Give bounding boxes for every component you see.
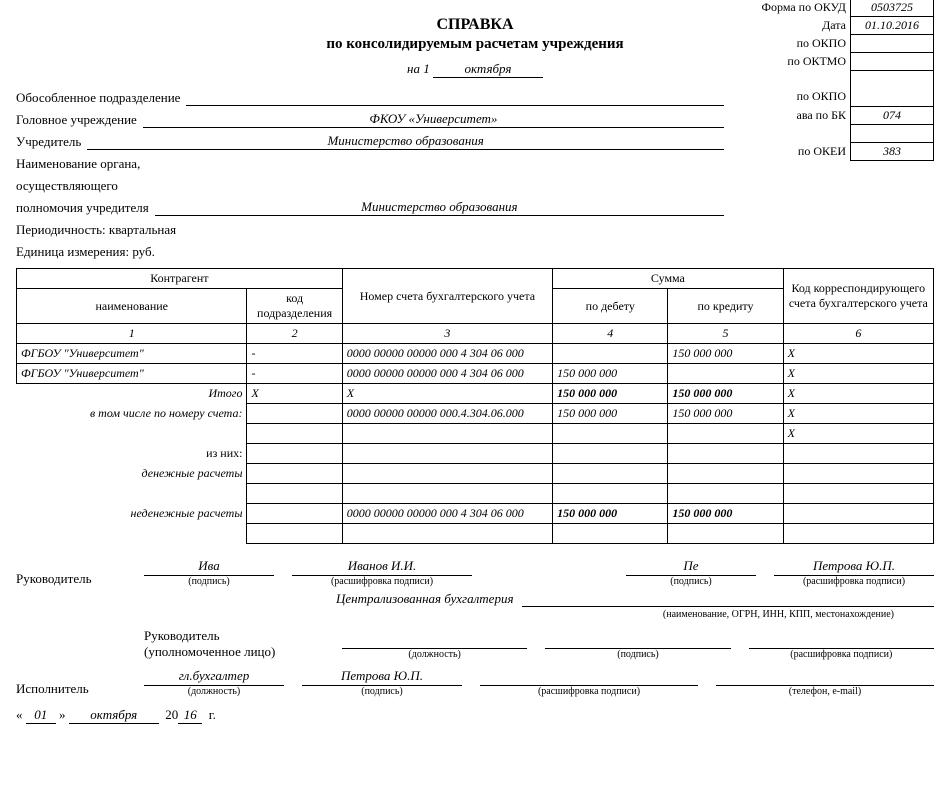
th-summa: Сумма bbox=[553, 269, 783, 289]
central-line bbox=[522, 606, 935, 607]
cap-podpis2: (подпись) bbox=[626, 576, 756, 587]
ruk-upoln-2: (уполномоченное лицо) bbox=[144, 644, 324, 660]
cap-rasshifr: (расшифровка подписи) bbox=[292, 576, 472, 587]
form-lbl-5: Периодичность: квартальная bbox=[16, 222, 182, 238]
row-blank: X bbox=[17, 424, 934, 444]
codes-labels: Форма по ОКУД Дата по ОКПО по ОКТМО по О… bbox=[726, 0, 846, 160]
row-neden: неденежные расчеты 0000 00000 00000 000 … bbox=[17, 504, 934, 524]
row-blank bbox=[17, 484, 934, 504]
sig-date-suffix: г. bbox=[209, 707, 216, 722]
sig-ruk2-sign: Пе bbox=[626, 558, 756, 576]
sig-ruk2-name: Петрова Ю.П. bbox=[774, 558, 934, 576]
form-lbl-3: Учредитель bbox=[16, 134, 87, 150]
isp-dolzh: гл.бухгалтер bbox=[144, 668, 284, 686]
colnum-5: 5 bbox=[668, 324, 783, 344]
th-korr: Код корреспондирующего счета бухгалтерск… bbox=[783, 269, 933, 324]
row-vtom: в том числе по номеру счета: 0000 00000 … bbox=[17, 404, 934, 424]
code-okpo2 bbox=[850, 71, 934, 107]
sig-date-y: 16 bbox=[178, 707, 202, 724]
lbl-date: Дата bbox=[726, 16, 846, 34]
cap-podpis4: (подпись) bbox=[302, 686, 462, 697]
code-okud: 0503725 bbox=[850, 0, 934, 17]
date-prefix: на 1 bbox=[407, 61, 430, 76]
sig-date-d: 01 bbox=[26, 707, 56, 724]
cap-podpis: (подпись) bbox=[144, 576, 274, 587]
form-val-2: ФКОУ «Университет» bbox=[143, 111, 724, 128]
th-kontragent: Контрагент bbox=[17, 269, 343, 289]
row-iznih: из них: bbox=[17, 444, 934, 464]
cap-podpis3: (подпись) bbox=[545, 649, 730, 660]
cap-rasshifr2: (расшифровка подписи) bbox=[774, 576, 934, 587]
form-val-3: Министерство образования bbox=[87, 133, 724, 150]
code-okpo1 bbox=[850, 35, 934, 53]
th-debet: по дебету bbox=[553, 289, 668, 324]
table-row: ФГБОУ "Университет" - 0000 00000 00000 0… bbox=[17, 364, 934, 384]
main-table: Контрагент Номер счета бухгалтерского уч… bbox=[16, 268, 934, 544]
lbl-okud: Форма по ОКУД bbox=[726, 0, 846, 16]
cap-tel: (телефон, e-mail) bbox=[716, 686, 934, 697]
form-lbl-6: Единица измерения: руб. bbox=[16, 244, 161, 260]
sig-date-y-prefix: 20 bbox=[165, 707, 178, 722]
codes-box: КОДЫ 0503725 01.10.2016 074 383 bbox=[850, 0, 934, 161]
table-row: ФГБОУ "Университет" - 0000 00000 00000 0… bbox=[17, 344, 934, 364]
cap-dolzh2: (должность) bbox=[144, 686, 284, 697]
form-val-4: Министерство образования bbox=[155, 199, 724, 216]
ruk-upoln-1: Руководитель bbox=[144, 628, 324, 644]
th-kredit: по кредиту bbox=[668, 289, 783, 324]
colnum-2: 2 bbox=[247, 324, 342, 344]
date-signature: « 01 » октября 2016 г. bbox=[16, 707, 934, 724]
form-lbl-4a: Наименование органа, bbox=[16, 156, 146, 172]
code-okei: 383 bbox=[850, 143, 934, 161]
colnum-6: 6 bbox=[783, 324, 933, 344]
form-lbl-1: Обособленное подразделение bbox=[16, 90, 186, 106]
th-kod: код подразделения bbox=[247, 289, 342, 324]
sig-isp-label: Исполнитель bbox=[16, 681, 126, 697]
sig-date-m: октября bbox=[69, 707, 159, 724]
sig-ruk-sign: Ива bbox=[144, 558, 274, 576]
lbl-okpo2: по ОКПО bbox=[726, 70, 846, 106]
form-val-1 bbox=[186, 90, 724, 106]
code-bk: 074 bbox=[850, 107, 934, 125]
code-blank bbox=[850, 125, 934, 143]
central-label: Централизованная бухгалтерия bbox=[16, 591, 522, 607]
lbl-okpo1: по ОКПО bbox=[726, 34, 846, 52]
form-lbl-4c: полномочия учредителя bbox=[16, 200, 155, 216]
code-date: 01.10.2016 bbox=[850, 17, 934, 35]
th-naim: наименование bbox=[17, 289, 247, 324]
lbl-bk: ава по БК bbox=[726, 106, 846, 124]
th-nomer: Номер счета бухгалтерского учета bbox=[342, 269, 552, 324]
cap-rasshifr3: (расшифровка подписи) bbox=[749, 649, 934, 660]
row-blank bbox=[17, 524, 934, 544]
code-oktmo bbox=[850, 53, 934, 71]
sig-ruk-name: Иванов И.И. bbox=[292, 558, 472, 576]
central-cap: (наименование, ОГРН, ИНН, КПП, местонахо… bbox=[16, 609, 934, 620]
date-month: октября bbox=[433, 61, 543, 78]
form-lbl-2: Головное учреждение bbox=[16, 112, 143, 128]
row-den: денежные расчеты bbox=[17, 464, 934, 484]
colnum-1: 1 bbox=[17, 324, 247, 344]
form-lbl-4b: осуществляющего bbox=[16, 178, 124, 194]
sig-ruk-label: Руководитель bbox=[16, 571, 126, 587]
isp-name: Петрова Ю.П. bbox=[302, 668, 462, 686]
row-itogo: Итого X X 150 000 000 150 000 000 X bbox=[17, 384, 934, 404]
lbl-oktmo: по ОКТМО bbox=[726, 52, 846, 70]
lbl-okei: по ОКЕИ bbox=[726, 142, 846, 160]
colnum-4: 4 bbox=[553, 324, 668, 344]
colnum-3: 3 bbox=[342, 324, 552, 344]
cap-dolzh: (должность) bbox=[342, 649, 527, 660]
cap-rasshifr4: (расшифровка подписи) bbox=[480, 686, 698, 697]
